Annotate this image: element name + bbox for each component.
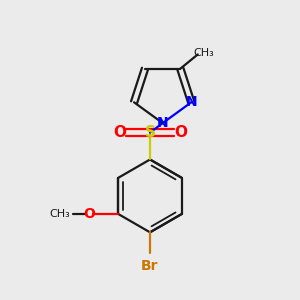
Text: O: O (113, 125, 126, 140)
Text: N: N (157, 116, 169, 130)
Text: CH₃: CH₃ (193, 48, 214, 58)
Text: Br: Br (141, 259, 159, 273)
Text: N: N (185, 95, 197, 109)
Text: O: O (83, 207, 95, 221)
Text: O: O (174, 125, 187, 140)
Text: CH₃: CH₃ (49, 209, 70, 219)
Text: S: S (145, 125, 155, 140)
